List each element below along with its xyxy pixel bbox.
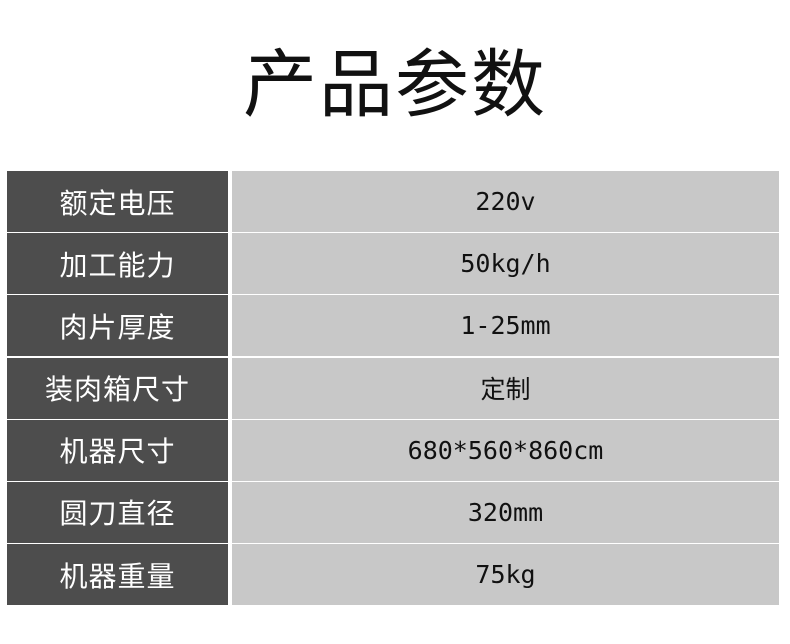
spec-table: 额定电压 220v 加工能力 50kg/h 肉片厚度 1-25mm 装肉箱尺寸 定制 机器尺寸 6… (7, 171, 779, 606)
table-row: 额定电压 220v (7, 171, 779, 232)
spec-value: 75kg (232, 544, 779, 606)
spec-value: 680*560*860cm (232, 419, 779, 481)
spec-label: 肉片厚度 (7, 295, 228, 357)
table-row: 机器重量 75kg (7, 544, 779, 606)
spec-value: 50kg/h (232, 233, 779, 295)
table-row: 圆刀直径 320mm (7, 481, 779, 543)
table-row: 肉片厚度 1-25mm (7, 295, 779, 357)
spec-label: 圆刀直径 (7, 481, 228, 543)
spec-label: 装肉箱尺寸 (7, 357, 228, 419)
spec-label: 加工能力 (7, 233, 228, 295)
spec-value: 220v (232, 171, 779, 232)
table-row: 装肉箱尺寸 定制 (7, 357, 779, 419)
spec-label: 额定电压 (7, 171, 228, 232)
table-row: 机器尺寸 680*560*860cm (7, 419, 779, 481)
page-title: 产品参数 (243, 42, 547, 128)
table-row: 加工能力 50kg/h (7, 233, 779, 295)
spec-value: 1-25mm (232, 295, 779, 357)
spec-value: 320mm (232, 481, 779, 543)
spec-value: 定制 (232, 357, 779, 419)
spec-label: 机器尺寸 (7, 419, 228, 481)
spec-label: 机器重量 (7, 544, 228, 606)
